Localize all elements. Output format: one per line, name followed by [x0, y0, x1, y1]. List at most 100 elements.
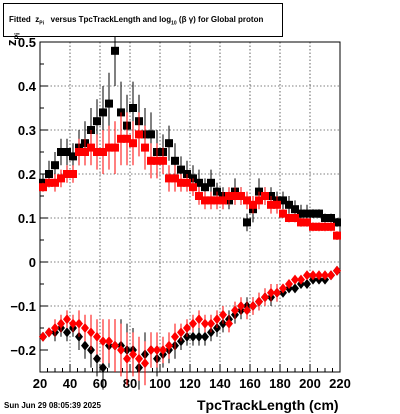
y-tick-label: −0.2 [10, 343, 36, 358]
data-point [231, 305, 239, 316]
x-tick-label: 160 [239, 376, 261, 391]
x-tick-label: 180 [269, 376, 291, 391]
data-point [195, 314, 203, 325]
y-tick-label: 0.2 [18, 167, 36, 182]
data-point [57, 174, 65, 183]
title-paren: (β γ) for Global proton [178, 15, 264, 24]
data-point [225, 318, 233, 329]
data-point [303, 209, 311, 218]
data-point [111, 46, 119, 55]
data-point [315, 270, 323, 281]
data-point [171, 331, 179, 342]
data-point [63, 170, 71, 178]
data-point [171, 174, 179, 183]
data-point [39, 183, 47, 192]
data-point [309, 222, 317, 231]
data-point [213, 314, 221, 325]
data-point [327, 214, 335, 222]
data-point [183, 178, 191, 187]
x-tick-label: 20 [33, 376, 47, 391]
data-point [177, 165, 185, 174]
data-point [291, 205, 299, 214]
data-point [57, 318, 65, 329]
data-point [309, 270, 317, 281]
data-point [105, 99, 113, 108]
data-point [291, 274, 299, 285]
data-series [39, 15, 341, 390]
data-point [39, 331, 47, 342]
data-point [129, 349, 137, 360]
x-tick-label: 60 [93, 376, 107, 391]
data-point [45, 327, 53, 338]
data-point [207, 178, 215, 187]
data-point [267, 287, 275, 298]
data-point [123, 134, 131, 143]
chart-title: Fitted zPi versus TpcTrackLength and log… [9, 15, 263, 27]
x-axis-label: TpcTrackLength (cm) [197, 397, 339, 413]
data-point [117, 134, 125, 143]
data-point [195, 331, 203, 342]
data-point [69, 170, 77, 178]
y-tick-label: −0.1 [10, 299, 36, 314]
x-tick-label: 120 [179, 376, 201, 391]
data-point [219, 196, 227, 205]
data-point [75, 318, 83, 329]
data-point [279, 196, 287, 205]
data-point [81, 148, 89, 156]
data-point [195, 178, 203, 187]
data-point [93, 353, 101, 364]
x-tick-label: 40 [63, 376, 77, 391]
data-point [273, 287, 281, 298]
data-point [45, 170, 53, 178]
data-point [105, 336, 113, 347]
y-axis-label: zPi [4, 33, 22, 46]
data-point [321, 222, 329, 231]
data-point [261, 192, 269, 200]
title-mid: versus TpcTrackLength and log [50, 15, 172, 24]
data-point [333, 265, 341, 276]
data-point [273, 200, 281, 209]
data-point [243, 196, 251, 205]
data-point [255, 196, 263, 205]
data-point [267, 200, 275, 209]
data-point [81, 323, 89, 333]
data-point [279, 209, 287, 218]
data-point [297, 209, 305, 218]
data-point [261, 292, 269, 303]
data-point [189, 183, 197, 192]
data-point [147, 130, 155, 139]
data-point [111, 143, 119, 152]
data-point [147, 156, 155, 165]
data-point [177, 178, 185, 187]
data-point [285, 279, 293, 289]
data-point [93, 331, 101, 342]
data-point [81, 340, 89, 351]
data-point [57, 148, 65, 156]
series-4 [39, 265, 341, 386]
data-point [189, 331, 197, 342]
data-point [219, 309, 227, 320]
data-point [333, 231, 341, 240]
data-point [135, 353, 143, 364]
data-point [99, 148, 107, 156]
data-point [159, 156, 167, 165]
data-point [99, 336, 107, 347]
data-point [201, 183, 209, 192]
data-point [201, 331, 209, 342]
data-point [285, 214, 293, 222]
data-point [309, 209, 317, 218]
data-point [75, 148, 83, 156]
data-point [327, 222, 335, 231]
data-point [231, 192, 239, 200]
y-axis-label-sub: Pi [14, 32, 22, 40]
data-point [165, 139, 173, 148]
title-z: z [35, 15, 40, 24]
data-point [225, 192, 233, 200]
data-point [333, 218, 341, 227]
data-point [111, 340, 119, 351]
x-axis: 20 40 60 80 100 120 140 160 180 200 220 [33, 364, 351, 391]
data-point [153, 345, 161, 355]
data-point [249, 301, 257, 311]
data-point [51, 323, 59, 333]
